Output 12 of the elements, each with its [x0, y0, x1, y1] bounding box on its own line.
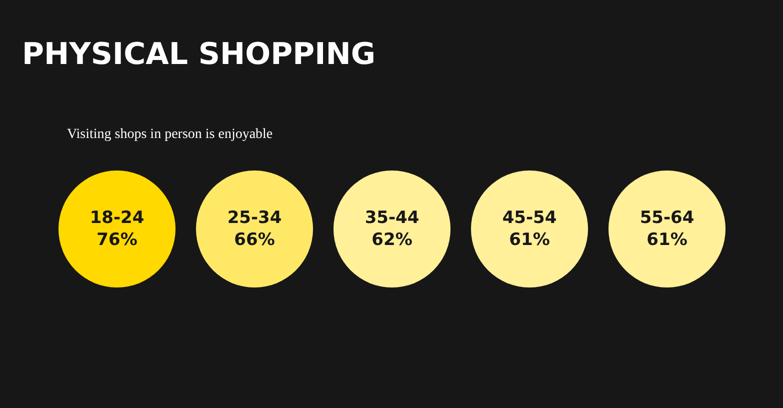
text: Visiting shops in person is enjoyable — [67, 127, 273, 142]
category-label: 55-64 — [640, 208, 694, 228]
category-label: 45-54 — [502, 208, 557, 228]
data-label: 66% — [234, 230, 275, 250]
data-label: 62% — [372, 230, 412, 250]
category-label: 25-34 — [227, 208, 282, 228]
data-label: 61% — [646, 230, 688, 250]
data-label: 76% — [96, 230, 138, 250]
text: PHYSICAL SHOPPING — [22, 37, 376, 72]
category-label: 35-44 — [364, 208, 420, 228]
category-label: 18-24 — [90, 208, 144, 228]
data-label: 61% — [509, 230, 550, 250]
